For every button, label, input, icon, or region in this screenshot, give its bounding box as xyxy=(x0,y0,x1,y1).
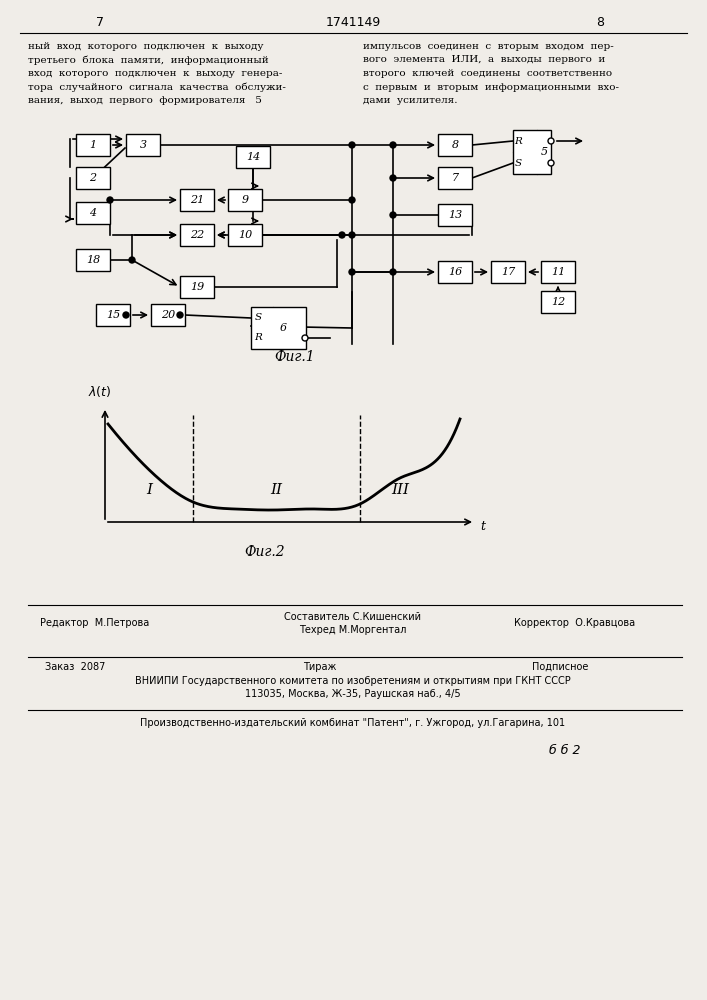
Text: 8: 8 xyxy=(596,16,604,29)
Circle shape xyxy=(107,197,113,203)
Circle shape xyxy=(390,212,396,218)
Text: II: II xyxy=(270,483,282,497)
Circle shape xyxy=(123,312,129,318)
Bar xyxy=(491,261,525,283)
Text: вого  элемента  ИЛИ,  а  выходы  первого  и: вого элемента ИЛИ, а выходы первого и xyxy=(363,55,605,64)
Bar xyxy=(228,224,262,246)
Bar xyxy=(438,134,472,156)
Text: третьего  блока  памяти,  информационный: третьего блока памяти, информационный xyxy=(28,55,269,65)
Circle shape xyxy=(390,269,396,275)
Text: Заказ  2087: Заказ 2087 xyxy=(45,662,105,672)
Text: Тираж: Тираж xyxy=(303,662,337,672)
Text: 16: 16 xyxy=(448,267,462,277)
Text: 13: 13 xyxy=(448,210,462,220)
Circle shape xyxy=(548,160,554,166)
Bar xyxy=(151,304,185,326)
Text: 18: 18 xyxy=(86,255,100,265)
Text: второго  ключей  соединены  соответственно: второго ключей соединены соответственно xyxy=(363,69,612,78)
Text: S: S xyxy=(515,158,522,167)
Text: 20: 20 xyxy=(161,310,175,320)
Text: тора  случайного  сигнала  качества  обслужи-: тора случайного сигнала качества обслужи… xyxy=(28,83,286,92)
Text: 11: 11 xyxy=(551,267,565,277)
Bar xyxy=(76,134,110,156)
Text: Фиг.1: Фиг.1 xyxy=(275,350,315,364)
Text: III: III xyxy=(391,483,409,497)
Text: 8: 8 xyxy=(452,140,459,150)
Bar xyxy=(541,291,575,313)
Text: S: S xyxy=(255,314,262,322)
Text: 10: 10 xyxy=(238,230,252,240)
Bar xyxy=(541,261,575,283)
Text: б б 2: б б 2 xyxy=(549,744,580,756)
Text: 7: 7 xyxy=(96,16,104,29)
Bar xyxy=(76,167,110,189)
Text: Составитель С.Кишенский: Составитель С.Кишенский xyxy=(284,612,421,622)
Text: 6: 6 xyxy=(279,323,286,333)
Circle shape xyxy=(349,269,355,275)
Text: 7: 7 xyxy=(452,173,459,183)
Bar xyxy=(96,304,130,326)
Text: $\lambda(t)$: $\lambda(t)$ xyxy=(88,384,112,399)
Text: ный  вход  которого  подключен  к  выходу: ный вход которого подключен к выходу xyxy=(28,42,264,51)
Text: R: R xyxy=(254,334,262,342)
Text: дами  усилителя.: дами усилителя. xyxy=(363,96,457,105)
Text: 15: 15 xyxy=(106,310,120,320)
Circle shape xyxy=(302,335,308,341)
Bar xyxy=(236,146,270,168)
Circle shape xyxy=(129,257,135,263)
Bar xyxy=(180,189,214,211)
Text: Корректор  О.Кравцова: Корректор О.Кравцова xyxy=(515,618,636,628)
Text: Подписное: Подписное xyxy=(532,662,588,672)
Text: I: I xyxy=(146,483,152,497)
Text: t: t xyxy=(481,520,486,532)
Text: импульсов  соединен  с  вторым  входом  пер-: импульсов соединен с вторым входом пер- xyxy=(363,42,614,51)
Text: 12: 12 xyxy=(551,297,565,307)
Text: вход  которого  подключен  к  выходу  генера-: вход которого подключен к выходу генера- xyxy=(28,69,282,78)
Circle shape xyxy=(390,175,396,181)
Text: вания,  выход  первого  формирователя   5: вания, выход первого формирователя 5 xyxy=(28,96,262,105)
Bar xyxy=(180,276,214,298)
Bar xyxy=(438,167,472,189)
Text: 5: 5 xyxy=(540,147,547,157)
Text: 19: 19 xyxy=(190,282,204,292)
Text: Редактор  М.Петрова: Редактор М.Петрова xyxy=(40,618,150,628)
Circle shape xyxy=(177,312,183,318)
Circle shape xyxy=(349,232,355,238)
Bar xyxy=(438,261,472,283)
Bar xyxy=(438,204,472,226)
Text: с  первым  и  вторым  информационными  вхо-: с первым и вторым информационными вхо- xyxy=(363,83,619,92)
Text: ВНИИПИ Государственного комитета по изобретениям и открытиям при ГКНТ СССР: ВНИИПИ Государственного комитета по изоб… xyxy=(135,676,571,686)
Circle shape xyxy=(339,232,345,238)
Text: 9: 9 xyxy=(241,195,249,205)
Text: 1: 1 xyxy=(90,140,97,150)
Circle shape xyxy=(548,138,554,144)
Bar xyxy=(180,224,214,246)
Text: 17: 17 xyxy=(501,267,515,277)
Text: Фиг.2: Фиг.2 xyxy=(245,545,286,559)
Bar xyxy=(228,189,262,211)
Circle shape xyxy=(349,142,355,148)
Text: R: R xyxy=(514,136,522,145)
Text: Производственно-издательский комбинат "Патент", г. Ужгород, ул.Гагарина, 101: Производственно-издательский комбинат "П… xyxy=(141,718,566,728)
Text: 21: 21 xyxy=(190,195,204,205)
Text: 4: 4 xyxy=(90,208,97,218)
Text: 1741149: 1741149 xyxy=(325,16,380,29)
Text: 3: 3 xyxy=(139,140,146,150)
Bar xyxy=(76,249,110,271)
Bar xyxy=(126,134,160,156)
Circle shape xyxy=(349,197,355,203)
Text: Техред М.Моргентал: Техред М.Моргентал xyxy=(299,625,407,635)
Bar xyxy=(251,307,306,349)
Circle shape xyxy=(390,142,396,148)
Text: 14: 14 xyxy=(246,152,260,162)
Text: 2: 2 xyxy=(90,173,97,183)
Text: 113035, Москва, Ж-35, Раушская наб., 4/5: 113035, Москва, Ж-35, Раушская наб., 4/5 xyxy=(245,689,461,699)
Bar xyxy=(513,130,551,174)
Bar xyxy=(76,202,110,224)
Text: 22: 22 xyxy=(190,230,204,240)
